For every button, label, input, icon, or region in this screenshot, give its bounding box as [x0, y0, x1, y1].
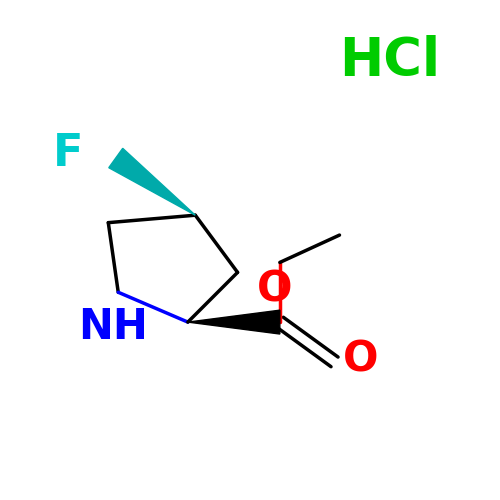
Text: NH: NH [78, 306, 148, 348]
Polygon shape [188, 310, 280, 334]
Text: O: O [342, 338, 378, 380]
Polygon shape [109, 148, 196, 215]
Text: HCl: HCl [338, 35, 440, 87]
Text: F: F [54, 132, 84, 174]
Text: O: O [257, 269, 292, 311]
